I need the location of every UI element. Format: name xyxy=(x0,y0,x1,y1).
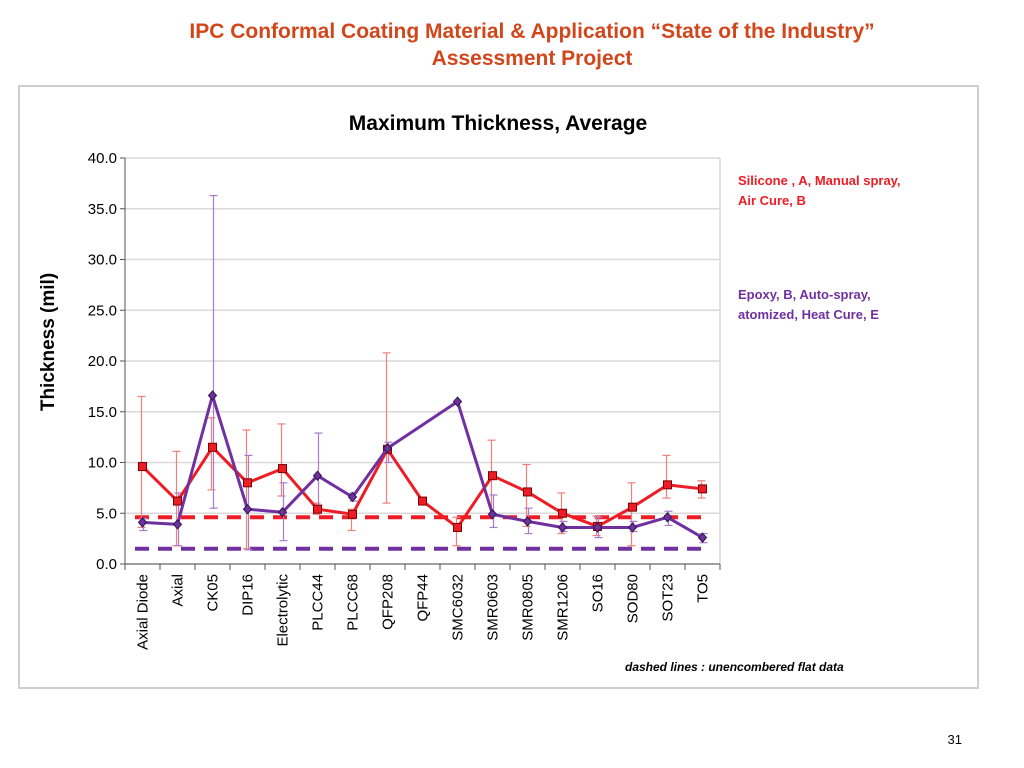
epoxy-data-point xyxy=(137,517,148,528)
x-tick-label: PLCC44 xyxy=(310,574,327,631)
silicone-data-point xyxy=(313,504,322,514)
epoxy-data-point xyxy=(627,522,638,533)
epoxy-data-point xyxy=(172,519,183,530)
grid-lines xyxy=(125,157,721,565)
silicone-data-point xyxy=(138,462,147,472)
silicone-data-point xyxy=(663,480,672,490)
page-number: 31 xyxy=(947,732,962,747)
slide-title-line2: Assessment Project xyxy=(431,47,633,70)
y-tick-label: 5.0 xyxy=(96,505,117,522)
slide-title-line1: IPC Conformal Coating Material & Applica… xyxy=(189,20,875,43)
x-tick-label: SMC6032 xyxy=(450,574,467,641)
silicone-data-point xyxy=(208,442,217,452)
x-tick-label: QFP44 xyxy=(415,574,432,622)
epoxy-data-point xyxy=(277,506,288,518)
epoxy-data-point xyxy=(592,522,603,533)
epoxy-data-point xyxy=(452,396,463,407)
x-tick-label: Electrolytic xyxy=(275,574,292,647)
x-tick-label: SMR0805 xyxy=(520,574,537,641)
x-tick-label: SOD80 xyxy=(625,574,642,623)
epoxy-data-point xyxy=(697,532,708,543)
x-tick-label: TO5 xyxy=(695,574,712,603)
y-tick-label: 15.0 xyxy=(88,404,117,421)
chart-container: Maximum Thickness, Average Thickness (mi… xyxy=(18,85,979,689)
y-tick-label: 20.0 xyxy=(88,353,117,370)
legend-epoxy-line2: atomized, Heat Cure, E xyxy=(738,307,879,322)
silicone-data-point xyxy=(348,509,357,519)
error-bars xyxy=(137,194,708,551)
x-tick-label: CK05 xyxy=(205,574,222,612)
x-tick-label: SMR0603 xyxy=(485,574,502,641)
thickness-chart: Maximum Thickness, Average Thickness (mi… xyxy=(38,112,901,674)
epoxy-data-point xyxy=(242,503,253,515)
epoxy-data-point xyxy=(662,512,673,523)
epoxy-data-point xyxy=(487,509,498,520)
silicone-data-point xyxy=(418,496,427,506)
epoxy-series-line xyxy=(142,394,704,539)
epoxy-data-point xyxy=(522,516,533,527)
y-tick-label: 30.0 xyxy=(88,252,117,269)
silicone-data-point xyxy=(488,471,497,481)
y-tick-label: 35.0 xyxy=(88,201,117,218)
epoxy-data-point xyxy=(557,522,568,533)
silicone-data-point xyxy=(173,496,182,506)
silicone-data-point xyxy=(698,484,707,494)
legend: Silicone , A, Manual spray, Air Cure, B … xyxy=(738,173,901,322)
axes xyxy=(120,157,721,570)
x-tick-label: Axial xyxy=(170,574,187,607)
silicone-data-point xyxy=(523,487,532,497)
y-tick-label: 10.0 xyxy=(88,455,117,472)
x-tick-label: Axial Diode xyxy=(135,574,152,650)
x-tick-label: SMR1206 xyxy=(555,574,572,641)
slide-title: IPC Conformal Coating Material & Applica… xyxy=(0,18,1024,72)
x-tick-label: SOT23 xyxy=(660,574,677,622)
data-series xyxy=(137,390,708,543)
y-axis-label: Thickness (mil) xyxy=(38,273,59,411)
x-tick-label: QFP208 xyxy=(380,574,397,630)
y-tick-label: 0.0 xyxy=(96,556,117,573)
epoxy-data-point xyxy=(207,390,218,401)
x-tick-label: DIP16 xyxy=(240,574,257,616)
x-tick-label: PLCC68 xyxy=(345,574,362,631)
y-tick-label: 25.0 xyxy=(88,302,117,319)
legend-silicone-line2: Air Cure, B xyxy=(738,193,806,208)
epoxy-data-point xyxy=(382,443,393,454)
tick-labels: 0.0 5.0 10.0 15.0 20.0 25.0 30.0 35.0 40.0 Axial … xyxy=(88,150,712,650)
reference-lines xyxy=(135,515,710,551)
legend-silicone-line1: Silicone , A, Manual spray, xyxy=(738,173,901,188)
silicone-data-point xyxy=(628,502,637,512)
x-tick-label: SO16 xyxy=(590,574,607,612)
silicone-data-point xyxy=(243,478,252,488)
legend-epoxy-line1: Epoxy, B, Auto-spray, xyxy=(738,287,871,302)
silicone-data-point xyxy=(278,464,287,474)
silicone-data-point xyxy=(453,522,462,532)
epoxy-data-point xyxy=(347,491,358,503)
y-tick-label: 40.0 xyxy=(88,150,117,167)
silicone-data-point xyxy=(558,508,567,518)
chart-title: Maximum Thickness, Average xyxy=(349,112,647,135)
epoxy-data-point xyxy=(312,470,323,481)
chart-annotation: dashed lines : unencombered flat data xyxy=(625,660,844,674)
